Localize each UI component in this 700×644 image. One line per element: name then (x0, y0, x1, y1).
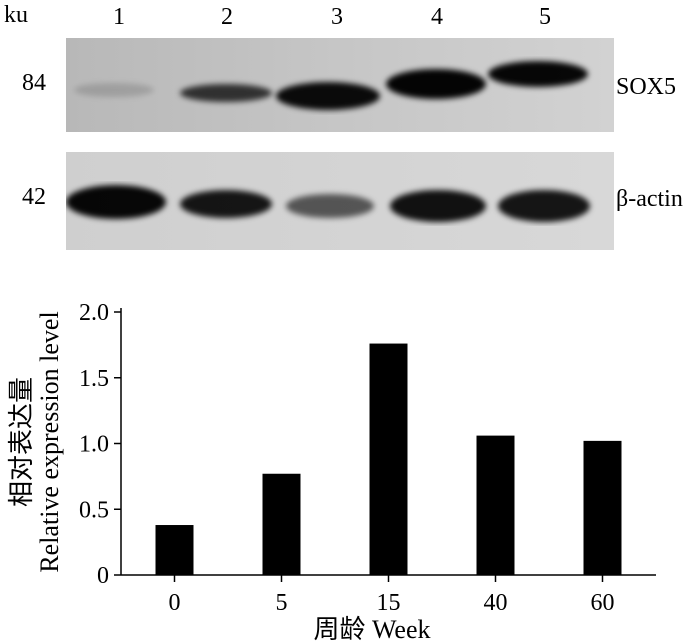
bar-week-15 (369, 343, 408, 575)
ku-unit-label: ku (4, 2, 28, 28)
x-tick-label: 40 (484, 590, 508, 616)
sox5-band-5 (488, 61, 588, 87)
x-tick-label: 15 (377, 590, 401, 616)
y-tick-label: 1.0 (79, 432, 109, 458)
actin-band-3 (286, 194, 374, 218)
x-tick-label: 0 (169, 590, 181, 616)
lane-label-1: 1 (113, 4, 125, 30)
protein-label-sox5: SOX5 (616, 74, 677, 100)
blot-image (66, 38, 614, 250)
y-ticks: 0 0.5 1.0 1.5 2.0 (79, 300, 121, 589)
sox5-band-4 (386, 69, 486, 99)
actin-band-4 (390, 190, 486, 222)
y-tick-label: 0.5 (79, 497, 109, 523)
lane-label-5: 5 (539, 4, 551, 30)
sox5-band-2 (180, 84, 272, 102)
bar-week-0 (155, 525, 194, 575)
lane-label-3: 3 (331, 4, 343, 30)
bar-chart: 相对表达量 Relative expression level 0 0.5 1.0 1… (7, 300, 656, 644)
bar-week-5 (262, 473, 301, 575)
bars (155, 343, 622, 575)
y-axis-title: 相对表达量 Relative expression level (7, 311, 64, 572)
y-tick-label: 2.0 (79, 300, 109, 326)
protein-label-beta-actin: β-actin (616, 186, 683, 212)
x-tick-label: 60 (591, 590, 615, 616)
beta-actin-bands (66, 185, 590, 222)
actin-band-2 (180, 190, 272, 218)
x-tick-label: 5 (276, 590, 288, 616)
y-axis-title-cn: 相对表达量 (7, 377, 36, 507)
sox5-band-3 (276, 82, 380, 110)
actin-band-5 (498, 190, 590, 222)
mw-marker-42: 42 (22, 184, 46, 210)
bar-week-40 (476, 435, 515, 575)
mw-marker-84: 84 (22, 70, 46, 96)
y-tick-label: 0 (97, 563, 109, 589)
lane-label-2: 2 (221, 4, 233, 30)
lane-label-4: 4 (431, 4, 443, 30)
y-tick-label: 1.5 (79, 366, 109, 392)
sox5-bands (74, 61, 588, 110)
y-axis-title-en: Relative expression level (35, 311, 64, 572)
actin-band-1 (66, 185, 166, 219)
x-axis-title: 周龄 Week (313, 615, 430, 644)
sox5-band-1 (74, 83, 154, 97)
bar-week-60 (583, 440, 622, 575)
x-ticks: 0 5 15 40 60 (169, 575, 615, 616)
